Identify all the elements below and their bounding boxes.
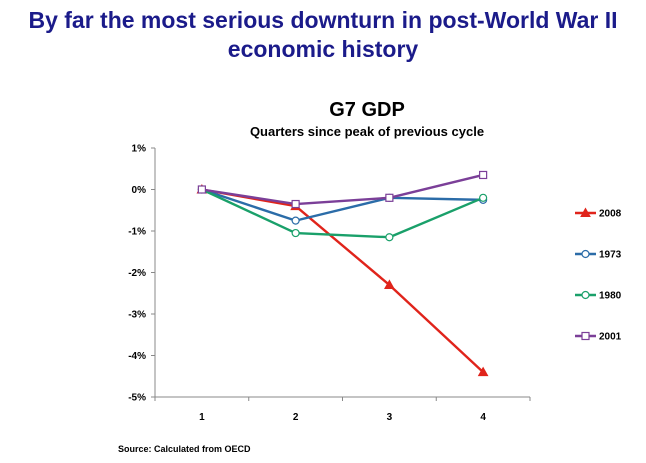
slide-title: By far the most serious downturn in post…: [0, 6, 646, 64]
legend-label: 2008: [599, 209, 622, 220]
legend-item-1980: 1980: [575, 291, 622, 302]
y-tick-label: -3%: [128, 310, 146, 321]
legend-swatch-marker: [581, 249, 590, 259]
y-tick-label: 0%: [132, 185, 147, 196]
x-tick-label: 2: [293, 412, 299, 423]
legend-item-1973: 1973: [575, 250, 622, 261]
legend-label: 1973: [599, 250, 622, 261]
y-tick-label: -5%: [128, 393, 146, 404]
data-point-2001: [385, 193, 394, 202]
chart-series: [196, 170, 489, 377]
data-point-2001: [291, 199, 300, 209]
data-point-2008: [384, 279, 395, 289]
series-line-1973: [201, 188, 484, 222]
series-2001: [197, 170, 488, 209]
legend-item-2001: 2001: [575, 332, 622, 343]
data-point-2008: [477, 366, 489, 377]
chart-title: G7 GDP: [329, 99, 405, 121]
series-line-2001: [201, 173, 484, 206]
series-1973: [197, 185, 488, 225]
legend-item-2008: 2008: [575, 207, 622, 220]
data-point-1980: [479, 193, 488, 202]
chart-axes: 1% 0% -1% -2% -3% -4% -5% 1 2 3 4: [128, 144, 531, 423]
x-tick-label: 4: [480, 412, 486, 423]
legend-swatch-marker: [580, 207, 591, 217]
chart-subtitle: Quarters since peak of previous cycle: [250, 124, 484, 139]
y-tick-label: 1%: [132, 144, 147, 155]
data-point-1980: [385, 233, 394, 242]
x-tick-label: 3: [387, 412, 393, 423]
data-point-2001: [479, 170, 488, 180]
series-1980: [197, 185, 488, 242]
slide-title-line1: By far the most serious downturn in post…: [28, 7, 618, 33]
legend-swatch-marker: [581, 331, 590, 341]
y-tick-label: -1%: [128, 227, 146, 238]
source-note: Source: Calculated from OECD: [118, 444, 251, 454]
legend-label: 2001: [599, 332, 622, 343]
y-tick-label: -2%: [128, 268, 146, 279]
slide-title-line2: economic history: [227, 36, 419, 62]
series-line-1980: [201, 188, 484, 239]
legend-swatch-marker: [581, 290, 590, 300]
series-line-2008: [201, 188, 484, 373]
y-tick-label: -4%: [128, 351, 146, 362]
data-point-1973: [291, 216, 300, 225]
chart-legend: 2008 1973 1980 2001: [575, 207, 622, 343]
x-tick-label: 1: [199, 412, 205, 423]
data-point-1980: [291, 228, 300, 238]
data-point-2001: [197, 185, 206, 194]
legend-label: 1980: [599, 291, 622, 302]
